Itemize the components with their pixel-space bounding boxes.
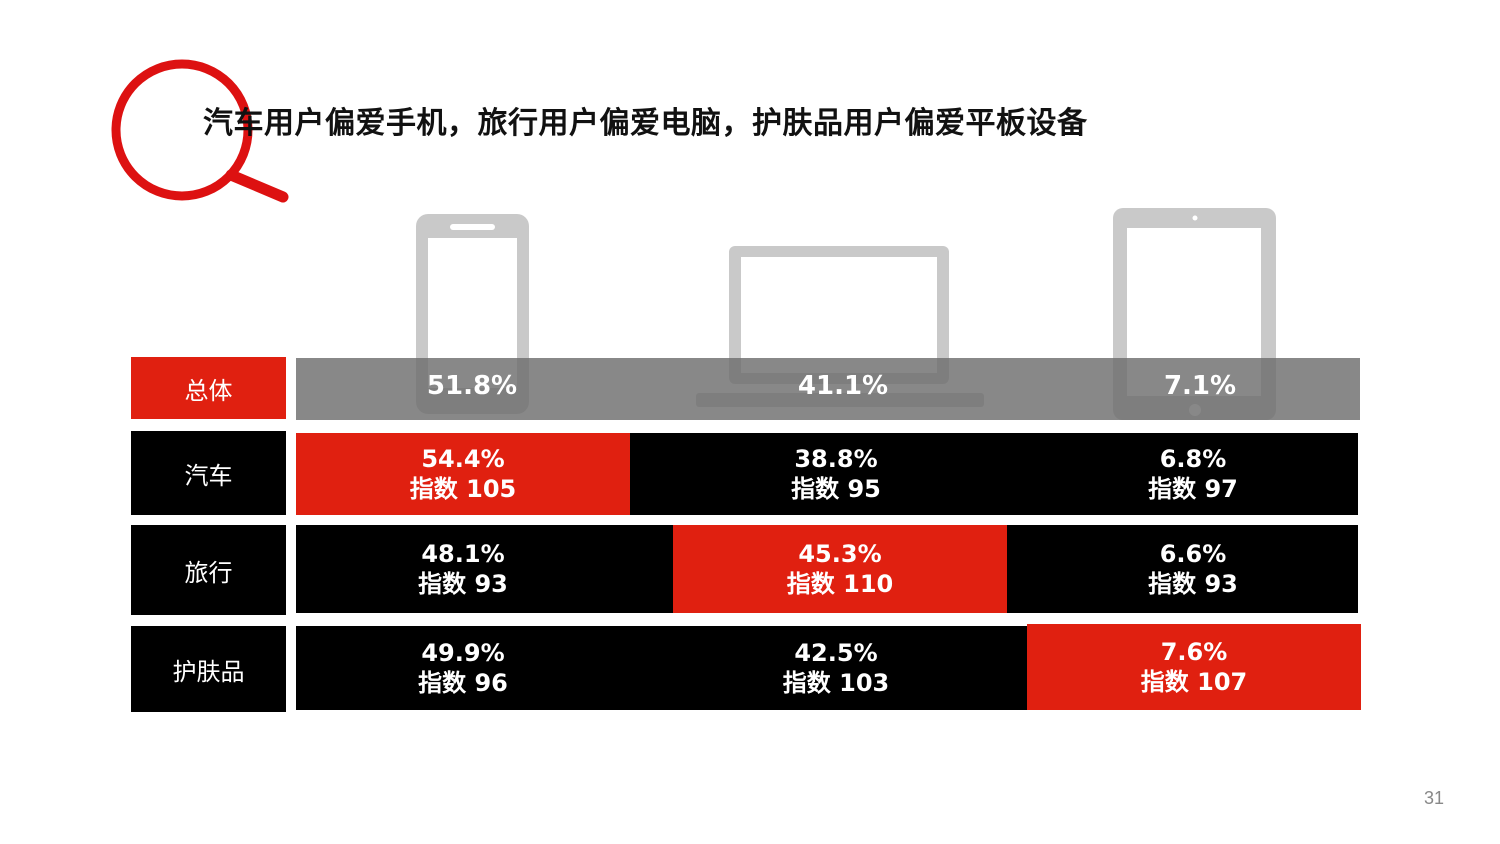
page-number: 31	[1424, 788, 1445, 808]
magnifier-icon	[111, 59, 289, 203]
row-label-auto: 汽车	[131, 431, 286, 515]
overall-tablet-value: 7.1%	[1163, 371, 1237, 401]
highlight-auto-phone	[296, 433, 630, 515]
cell-index: 指数 95	[791, 475, 881, 503]
cell-travel-tablet: 6.6% 指数 93	[1043, 525, 1343, 613]
cell-value: 45.3%	[798, 540, 882, 568]
cell-index: 指数 105	[409, 475, 517, 503]
cell-value: 42.5%	[794, 639, 878, 667]
overall-phone-value: 51.8%	[426, 371, 518, 401]
cell-auto-laptop: 38.8% 指数 95	[686, 433, 986, 515]
cell-skincare-laptop: 42.5% 指数 103	[686, 626, 986, 710]
row-label-overall: 总体	[131, 357, 286, 419]
cell-value: 48.1%	[421, 540, 505, 568]
cell-value: 6.8%	[1159, 445, 1227, 473]
cell-index: 指数 107	[1140, 668, 1248, 696]
row-label-travel: 旅行	[131, 525, 286, 615]
overall-band	[296, 358, 1360, 420]
highlight-skincare-tablet	[1027, 624, 1361, 710]
cell-value: 38.8%	[794, 445, 878, 473]
cell-index: 指数 97	[1148, 475, 1238, 503]
cell-value: 7.6%	[1160, 638, 1228, 666]
highlight-travel-laptop	[673, 525, 1007, 613]
cell-index: 指数 93	[1148, 570, 1238, 598]
cell-value: 6.6%	[1159, 540, 1227, 568]
cell-auto-phone: 54.4% 指数 105	[296, 433, 630, 515]
row-label-skincare: 护肤品	[131, 626, 286, 712]
cell-skincare-phone: 49.9% 指数 96	[313, 626, 613, 710]
cell-index: 指数 93	[418, 570, 508, 598]
cell-travel-phone: 48.1% 指数 93	[313, 525, 613, 613]
overall-laptop-value: 41.1%	[797, 371, 889, 401]
cell-value: 54.4%	[421, 445, 505, 473]
cell-value: 49.9%	[421, 639, 505, 667]
cell-travel-laptop: 45.3% 指数 110	[673, 525, 1007, 613]
cell-index: 指数 96	[418, 669, 508, 697]
cell-index: 指数 110	[786, 570, 894, 598]
cell-index: 指数 103	[782, 669, 890, 697]
page-title: 汽车用户偏爱手机，旅行用户偏爱电脑，护肤品用户偏爱平板设备	[203, 106, 1088, 141]
cell-skincare-tablet: 7.6% 指数 107	[1027, 624, 1361, 710]
cell-auto-tablet: 6.8% 指数 97	[1043, 433, 1343, 515]
